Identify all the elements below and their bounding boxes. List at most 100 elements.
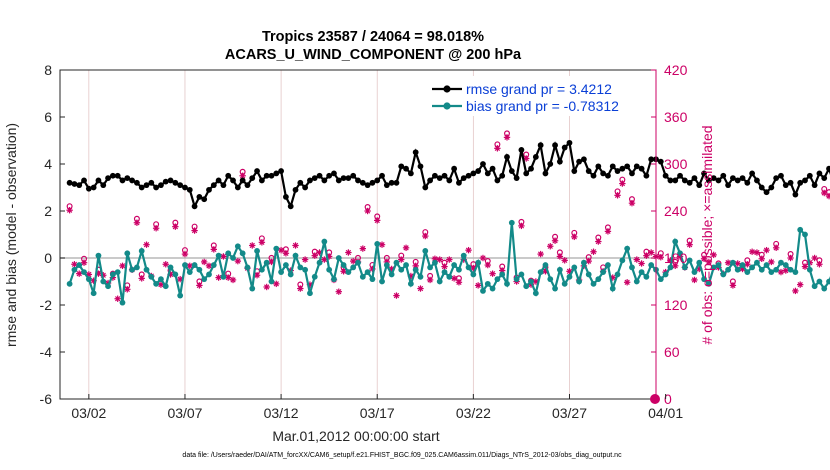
rmse-point — [234, 184, 241, 191]
rmse-point — [379, 172, 385, 179]
assimilated-obs-marker — [556, 253, 564, 260]
rmse-point — [105, 175, 111, 182]
right-tick-label: 0 — [664, 391, 672, 407]
rmse-point — [172, 179, 179, 186]
bias-point — [143, 266, 150, 273]
rmse-point — [355, 177, 361, 184]
rmse-point — [508, 168, 515, 174]
rmse-point — [191, 203, 198, 210]
rmse-point — [475, 168, 482, 174]
assimilated-obs-marker — [124, 286, 131, 293]
rmse-point — [186, 186, 193, 193]
assimilated-obs-marker — [484, 261, 491, 269]
bias-point — [90, 290, 97, 297]
rmse-point — [581, 156, 587, 163]
bias-point — [782, 262, 789, 268]
assimilated-obs-marker — [297, 285, 304, 292]
rmse-point — [672, 177, 679, 184]
bias-point — [153, 280, 160, 287]
assimilated-obs-marker — [393, 292, 400, 299]
assimilated-obs-marker — [249, 242, 256, 249]
bias-point — [768, 269, 775, 275]
bias-point — [518, 271, 525, 278]
bias-point — [773, 266, 780, 273]
rmse-point — [667, 177, 674, 184]
rmse-point — [806, 172, 813, 179]
bias-point — [307, 290, 313, 297]
rmse-point — [552, 142, 558, 149]
assimilated-obs-marker — [402, 244, 410, 252]
bias-point — [624, 245, 631, 252]
bias-point — [537, 269, 544, 275]
assimilated-obs-marker — [66, 207, 73, 214]
bias-point — [816, 278, 823, 285]
bias-point — [547, 276, 554, 283]
bias-point — [105, 283, 111, 290]
rmse-point — [383, 182, 390, 189]
assimilated-obs-marker — [282, 250, 290, 257]
bias-point — [744, 269, 751, 275]
assimilated-obs-marker — [686, 241, 693, 248]
bias-point — [379, 278, 385, 285]
bias-point — [148, 273, 155, 280]
bias-point — [441, 269, 448, 275]
bias-point — [754, 259, 760, 266]
assimilated-obs-marker — [162, 261, 169, 268]
right-tick-label: 360 — [664, 109, 688, 125]
assimilated-obs-marker — [628, 199, 636, 207]
rmse-point — [585, 168, 592, 174]
tick-layer: -6 -4 -2 0 2 4 6 8 0 60 120 180 240 300 360 420 03/02 03/… — [40, 62, 688, 421]
rmse-point — [710, 175, 717, 182]
rmse-point — [470, 170, 477, 177]
assimilated-obs-marker — [537, 250, 544, 258]
bias-point — [576, 278, 582, 285]
rmse-point — [826, 165, 830, 172]
rmse-point — [364, 182, 371, 189]
assimilated-obs-marker — [152, 225, 160, 232]
bias-point — [480, 288, 486, 294]
bias-point — [403, 262, 409, 268]
rmse-point — [307, 177, 313, 184]
bias-point — [374, 241, 381, 247]
bias-point — [581, 259, 587, 266]
assimilated-obs-marker — [422, 232, 429, 240]
assimilated-obs-marker — [590, 248, 597, 255]
assimilated-obs-marker — [398, 256, 405, 263]
rmse-point — [446, 177, 453, 184]
bias-point — [311, 273, 318, 280]
zero-count-marker — [650, 394, 660, 404]
assimilated-obs-marker — [691, 276, 698, 284]
assimilated-obs-marker — [753, 249, 761, 256]
assimilated-obs-marker — [825, 192, 830, 200]
rmse-point — [513, 175, 520, 182]
chart-title: Tropics 23587 / 24064 = 98.018% — [262, 29, 484, 45]
bias-point — [552, 285, 558, 292]
rmse-point — [374, 177, 381, 184]
rmse-point — [134, 179, 140, 186]
bias-point — [71, 266, 78, 273]
rmse-point — [220, 182, 227, 189]
assimilated-obs-marker — [239, 172, 246, 179]
rmse-point — [619, 165, 626, 172]
rmse-point — [239, 177, 246, 184]
assimilated-obs-marker — [114, 295, 121, 302]
rmse-point — [638, 165, 645, 172]
rmse-point — [143, 182, 150, 189]
rmse-point — [715, 177, 722, 184]
bias-point — [614, 271, 621, 278]
rmse-point — [273, 170, 280, 177]
rmse-point — [600, 170, 607, 177]
rmse-point — [263, 172, 270, 179]
bias-point — [167, 264, 174, 271]
rmse-point — [609, 163, 616, 170]
rmse-point — [773, 175, 780, 182]
bias-point — [95, 252, 102, 259]
bias-point — [138, 248, 145, 254]
bias-point — [778, 259, 784, 266]
assimilated-obs-marker — [345, 249, 352, 256]
rmse-point — [278, 168, 284, 174]
assimilated-obs-marker — [200, 258, 208, 266]
chart-subtitle: ACARS_U_WIND_COMPONENT @ 200 hPa — [225, 47, 522, 63]
legend: rmse grand pr = 3.4212 bias grand pr = -… — [428, 76, 650, 116]
bias-point — [109, 271, 116, 278]
